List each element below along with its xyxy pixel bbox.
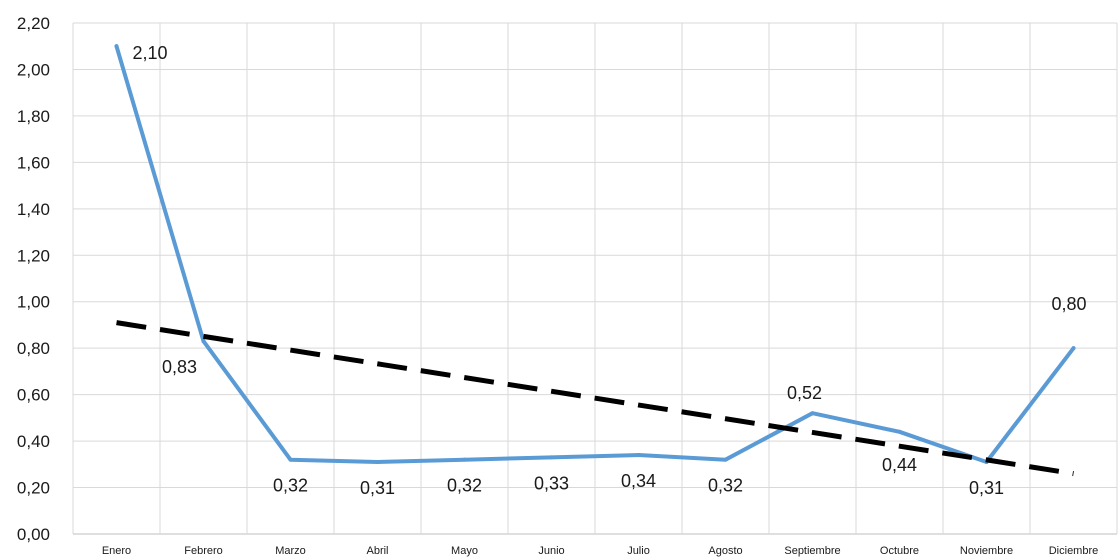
y-tick-label: 2,00 bbox=[17, 60, 50, 79]
data-label: 0,32 bbox=[447, 476, 482, 496]
y-tick-label: 1,60 bbox=[17, 153, 50, 172]
data-label: 0,33 bbox=[534, 473, 569, 493]
data-point bbox=[114, 44, 119, 49]
y-axis: 0,00 0,20 0,40 0,60 0,80 1,00 1,20 1,40 1,60 1,80… bbox=[17, 14, 50, 544]
y-tick-label: 0,40 bbox=[17, 432, 50, 451]
data-point bbox=[462, 457, 467, 462]
y-tick-label: 0,60 bbox=[17, 386, 50, 405]
data-label: 0,83 bbox=[162, 357, 197, 377]
x-tick-label: Julio bbox=[627, 545, 650, 557]
data-point bbox=[549, 455, 554, 460]
series-line bbox=[114, 44, 1076, 464]
data-labels: 2,10 0,83 0,32 0,31 0,32 0,33 0,34 0,32 0,52 0,44… bbox=[133, 43, 1087, 498]
data-point bbox=[375, 459, 380, 464]
y-tick-label: 0,20 bbox=[17, 479, 50, 498]
y-tick-label: 1,80 bbox=[17, 107, 50, 126]
x-tick-label: Febrero bbox=[184, 545, 223, 557]
data-label: 2,10 bbox=[133, 43, 168, 63]
x-tick-label: Septiembre bbox=[784, 545, 840, 557]
data-label: 0,31 bbox=[969, 478, 1004, 498]
x-tick-label: Diciembre bbox=[1049, 545, 1099, 557]
data-label: 0,31 bbox=[360, 478, 395, 498]
series-polyline bbox=[114, 44, 1076, 464]
data-label: 0,32 bbox=[708, 476, 743, 496]
data-label: 0,80 bbox=[1052, 294, 1087, 314]
trendline bbox=[116, 320, 1074, 477]
x-tick-label: Agosto bbox=[708, 545, 742, 557]
y-tick-label: 1,00 bbox=[17, 293, 50, 312]
data-point bbox=[636, 453, 641, 458]
data-point bbox=[897, 429, 902, 434]
y-tick-label: 0,00 bbox=[17, 525, 50, 544]
data-label: 0,44 bbox=[882, 455, 917, 475]
x-axis: Enero Febrero Marzo Abril Mayo Junio Julio Agos… bbox=[102, 545, 1098, 557]
y-tick-label: 2,20 bbox=[17, 14, 50, 33]
x-tick-label: Abril bbox=[366, 545, 388, 557]
data-point bbox=[810, 411, 815, 416]
data-label: 0,52 bbox=[787, 383, 822, 403]
data-point bbox=[723, 457, 728, 462]
y-tick-label: 0,80 bbox=[17, 339, 50, 358]
y-tick-label: 1,40 bbox=[17, 200, 50, 219]
trendline-line bbox=[116, 320, 1074, 477]
x-tick-label: Junio bbox=[538, 545, 564, 557]
data-label: 0,32 bbox=[273, 476, 308, 496]
x-tick-label: Mayo bbox=[451, 545, 478, 557]
x-tick-label: Marzo bbox=[275, 545, 306, 557]
data-point bbox=[201, 339, 206, 344]
data-point bbox=[288, 457, 293, 462]
x-tick-label: Enero bbox=[102, 545, 131, 557]
x-tick-label: Noviembre bbox=[960, 545, 1013, 557]
data-point bbox=[1071, 346, 1076, 351]
y-tick-label: 1,20 bbox=[17, 246, 50, 265]
x-tick-label: Octubre bbox=[880, 545, 919, 557]
data-label: 0,34 bbox=[621, 471, 656, 491]
